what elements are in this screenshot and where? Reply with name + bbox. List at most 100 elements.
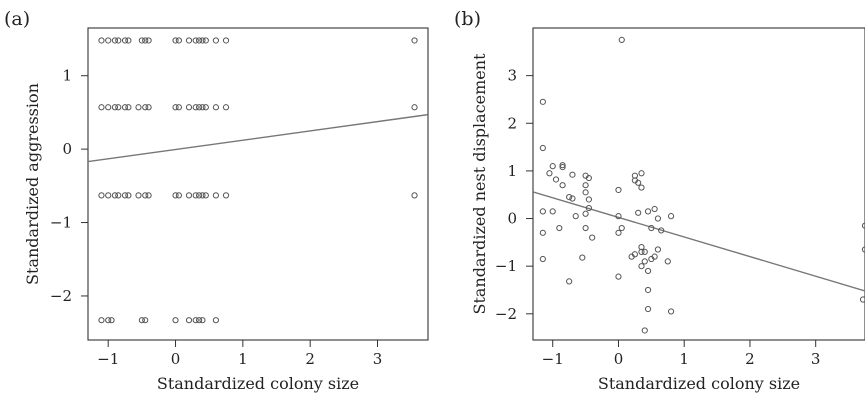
panel-b-data-point [615,213,622,220]
panel-b-data-point [641,248,648,255]
panel-b-data-point [628,253,635,260]
panel-a-data-point [175,104,182,111]
panel-b-data-point [861,222,865,229]
panel-b-data-point [667,308,675,315]
panel-b-data-point [539,144,546,152]
panel-b-data-point [615,229,622,236]
panel-b-data-point [559,163,566,171]
panel-a-data-point [138,37,145,44]
panel-a-data-point [111,104,119,111]
panel-b-data-point [638,184,645,191]
panel-a-data-point [125,37,132,44]
panel-a-data-point [98,104,105,111]
panel-b-data-point [559,162,566,169]
panel-b-data-point [585,174,592,182]
panel-b-data-point [664,258,671,265]
panel-a-data-point [185,317,193,324]
panel-b-y-tick-label: 2 [507,114,517,132]
panel-b-x-tick-label: 0 [614,350,624,368]
panel-b-data-point [644,208,652,215]
panel-a-data-point [115,104,122,111]
panel-b-data-point [569,195,576,202]
panel-b-data-point [654,215,662,222]
panel-a-data-point [222,192,230,199]
panel-b-data-point [615,273,622,280]
panel-b-data-point [556,224,563,232]
panel-b-data-point [654,246,662,253]
panel-b-data-point [651,253,658,260]
panel-a-data-point [192,37,199,44]
panel-a-data-point [172,192,179,199]
panel-b-y-tick-label: 0 [507,210,517,228]
panel-b-data-point [641,258,648,265]
panel-b-y-tick-label: 1 [507,162,517,180]
panel-a-data-point [111,37,119,44]
panel-a-data-point [199,317,206,324]
panel-b-data-point [566,278,573,285]
panel-a-data-point [192,192,199,199]
panel-a-data-point [172,37,179,44]
panel-b-data-point [618,224,625,232]
panel-b-y-tick-label: −2 [495,305,517,323]
panel-b-data-point [549,208,556,215]
panel-b-data-point [631,172,639,179]
panel-a-data-point [202,192,209,199]
panel-b-data-point [635,209,642,216]
panel-a-data-point [142,317,149,324]
panel-a-data-point [105,192,112,199]
panel-a-data-point [222,37,230,44]
panel-b-data-point [638,263,645,270]
panel-a-y-axis-label: Standardized aggression [23,83,42,285]
panel-a-x-tick-label: −1 [97,350,119,368]
panel-a-data-point [212,317,220,324]
panel-a-chart: −1 0 1 2 3 −2 −1 0 1 Standardized colony size Stan… [4,8,429,393]
panel-b-panel-label: (b) [454,8,481,30]
panel-a-data-point [192,317,199,324]
panel-b-data-point [651,205,658,213]
panel-a-plot-frame [87,27,429,341]
panel-a-data-point [142,192,149,199]
panel-a-data-point [125,192,132,199]
panel-a-regression-line [88,113,428,163]
panel-a-x-tick-label: 1 [238,350,248,368]
panel-b-data-point [638,170,645,177]
panel-b-data-point [589,234,596,241]
panel-b-data-point [569,171,576,178]
panel-b-data-point [618,36,625,44]
panel-a-data-point [411,37,418,44]
panel-b-data-point [579,254,586,261]
panel-b-data-point [585,196,592,203]
panel-a-y-tick-label: −2 [50,287,72,305]
panel-b-data-point [582,224,589,232]
panel-b-data-point [644,267,652,275]
panel-b-data-point [546,170,553,177]
panel-b-data-point [582,182,589,189]
panel-b-data-point [539,255,546,263]
panel-b-x-tick-label: 1 [679,350,689,368]
panel-a-data-point [105,37,112,44]
panel-b-data-point [572,213,579,220]
panel-b-data-point [539,208,546,215]
panel-b-data-point [861,246,865,253]
panel-b-data-point [566,193,573,201]
panel-a-panel-label: (a) [4,8,30,30]
panel-a-data-point [145,37,152,44]
panel-b-data-point [658,227,665,234]
panel-a-data-point [135,104,142,111]
panel-a-data-point [195,317,203,324]
panel-a-x-axis-label: Standardized colony size [157,374,359,393]
panel-a-data-point [142,37,149,44]
panel-a-data-point [135,192,142,199]
panel-a-data-point [98,37,105,44]
panel-a-x-tick-label: 0 [171,350,181,368]
panel-a-y-tick-label: −1 [50,214,72,232]
panel-a-data-point [411,104,418,111]
panel-b-data-point [644,286,652,294]
panel-b-data-point [648,224,655,232]
panel-a-data-point [138,317,145,324]
panel-a-data-point [185,192,193,199]
panel-a-data-point [175,37,182,44]
panel-b-x-tick-label: 3 [811,350,821,368]
panel-b-data-point [635,179,642,186]
panel-a-data-point [195,192,203,199]
